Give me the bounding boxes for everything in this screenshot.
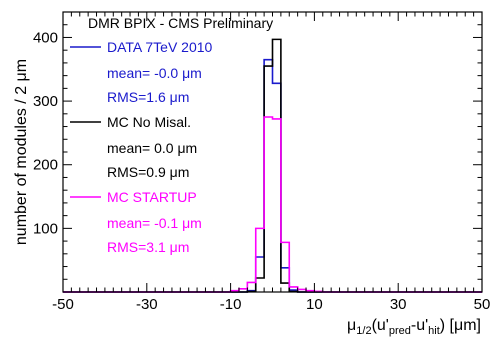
series-mc-no-misal (63, 38, 482, 293)
legend-stat: mean= -0.0 μm (107, 65, 202, 81)
series-outline (63, 38, 482, 293)
axis-ticks (62, 12, 483, 292)
legend-entry: MC STARTUP mean= -0.1 μm RMS=3.1 μm (70, 189, 202, 255)
x-tick-label: -10 (220, 296, 242, 313)
legend-stat: RMS=1.6 μm (107, 89, 189, 105)
legend-series-name: DATA 7TeV 2010 (107, 39, 213, 55)
legend-stat: mean= 0.0 μm (107, 140, 197, 156)
x-axis-title: μ1/2(u'pred-u'hit) [μm] (347, 317, 481, 337)
legend-entry: DATA 7TeV 2010 mean= -0.0 μm RMS=1.6 μm (70, 39, 213, 105)
histogram-bar (281, 242, 289, 292)
y-tick-label: 400 (33, 29, 58, 46)
y-tick-label: 200 (33, 157, 58, 174)
x-tick-label: 30 (390, 296, 407, 313)
legend-stat: RMS=0.9 μm (107, 164, 189, 180)
tick-labels: -50 -30 -10 10 30 50 100 200 300 400 (33, 29, 490, 313)
chart-title: DMR BPIX - CMS Preliminary (88, 15, 273, 31)
y-axis-title: number of modules / 2 μm (13, 59, 30, 245)
legend-series-name: MC No Misal. (107, 114, 191, 130)
histogram-bar (273, 119, 281, 292)
histogram-bar (256, 228, 264, 292)
x-tick-label: -30 (136, 296, 158, 313)
y-tick-label: 300 (33, 93, 58, 110)
x-tick-label: 50 (474, 296, 491, 313)
legend-stat: RMS=3.1 μm (107, 239, 189, 255)
histogram-bars (63, 38, 482, 293)
series-outline (63, 116, 482, 293)
series-mc-startup (63, 116, 482, 293)
x-tick-label: -50 (52, 296, 74, 313)
x-tick-label: 10 (306, 296, 323, 313)
legend: DATA 7TeV 2010 mean= -0.0 μm RMS=1.6 μm MC … (70, 39, 213, 255)
histogram-bar (289, 287, 297, 292)
legend-stat: mean= -0.1 μm (107, 215, 202, 231)
legend-series-name: MC STARTUP (107, 189, 197, 205)
y-tick-label: 100 (33, 220, 58, 237)
legend-entry: MC No Misal. mean= 0.0 μm RMS=0.9 μm (70, 114, 197, 180)
histogram-bar (264, 117, 272, 292)
histogram-bar (247, 282, 255, 292)
